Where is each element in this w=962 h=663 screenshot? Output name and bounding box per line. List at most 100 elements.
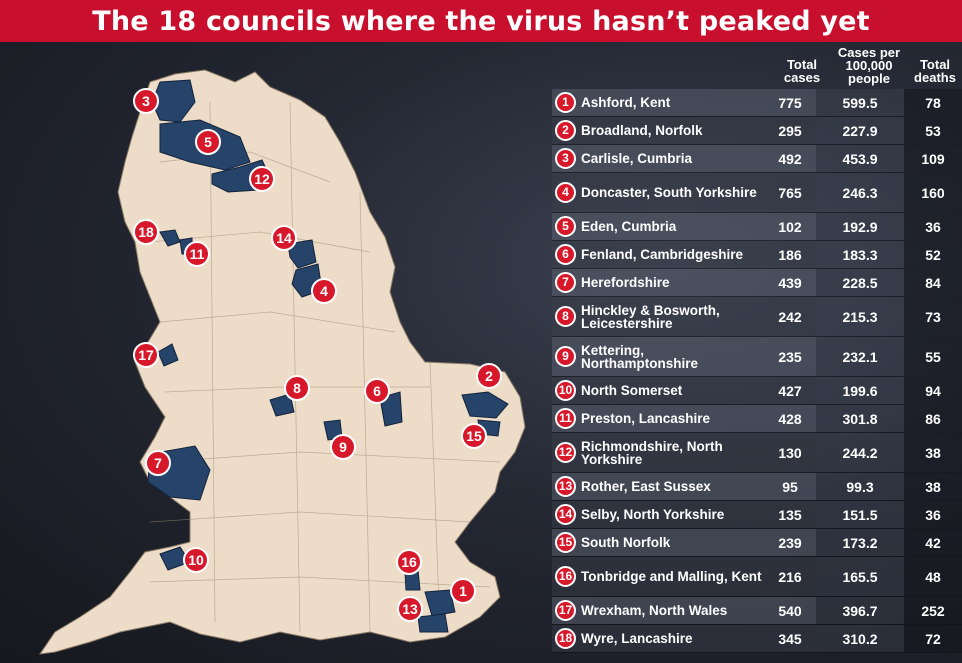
cases-per-100000-cell: 183.3	[816, 241, 904, 268]
council-number-badge: 15	[555, 532, 576, 553]
council-name: Selby, North Yorkshire	[581, 507, 725, 522]
map-badge-label: 17	[138, 347, 154, 363]
council-number-badge: 4	[555, 182, 576, 203]
council-name-cell: 2 Broadland, Norfolk	[552, 117, 764, 144]
header-cases-per-100000: Cases per 100,000 people	[837, 45, 901, 86]
council-number-badge: 12	[555, 442, 576, 463]
map-badge-label: 3	[142, 93, 150, 109]
total-cases-cell: 775	[764, 89, 816, 116]
cases-per-100000-cell: 301.8	[816, 405, 904, 432]
council-name-cell: 10 North Somerset	[552, 377, 764, 404]
council-name: Wyre, Lancashire	[581, 631, 693, 646]
england-landmass	[38, 69, 526, 655]
map-badge-label: 1	[459, 583, 467, 599]
total-deaths-cell: 38	[904, 473, 962, 500]
council-name-cell: 16 Tonbridge and Malling, Kent	[552, 557, 764, 596]
total-cases-cell: 427	[764, 377, 816, 404]
council-name-cell: 8 Hinckley & Bosworth, Leicestershire	[552, 297, 764, 336]
council-name-cell: 4 Doncaster, South Yorkshire	[552, 173, 764, 212]
council-number-badge: 3	[555, 148, 576, 169]
council-number-badge: 14	[555, 504, 576, 525]
cases-per-100000-cell: 244.2	[816, 433, 904, 472]
council-name: Herefordshire	[581, 275, 670, 290]
council-name-cell: 11 Preston, Lancashire	[552, 405, 764, 432]
total-deaths-cell: 36	[904, 501, 962, 528]
cases-per-100000-cell: 232.1	[816, 337, 904, 376]
map-badge-6: 6	[364, 378, 390, 404]
map-badge-label: 9	[339, 439, 347, 455]
map-badge-16: 16	[396, 549, 422, 575]
map-badge-17: 17	[133, 342, 159, 368]
map-badge-label: 7	[154, 455, 162, 471]
council-name: Ashford, Kent	[581, 95, 671, 110]
table-row: 11 Preston, Lancashire 428 301.8 86	[552, 405, 962, 433]
map-badge-10: 10	[183, 547, 209, 573]
map-badge-label: 10	[188, 552, 204, 568]
total-cases-cell: 239	[764, 529, 816, 556]
map-badge-13: 13	[397, 596, 423, 622]
boundary-lines	[149, 101, 501, 633]
map-badge-label: 12	[254, 171, 270, 187]
council-hinckley	[269, 393, 295, 417]
map-badge-11: 11	[184, 241, 210, 267]
council-name: Wrexham, North Wales	[581, 603, 728, 618]
map-badge-label: 2	[485, 368, 493, 384]
council-name: Broadland, Norfolk	[581, 123, 703, 138]
council-name: North Somerset	[581, 383, 683, 398]
total-cases-cell: 345	[764, 625, 816, 652]
map-badge-15: 15	[461, 423, 487, 449]
council-name-cell: 14 Selby, North Yorkshire	[552, 501, 764, 528]
table-row: 14 Selby, North Yorkshire 135 151.5 36	[552, 501, 962, 529]
table-row: 9 Kettering, Northamptonshire 235 232.1 55	[552, 337, 962, 377]
total-deaths-cell: 109	[904, 145, 962, 172]
total-cases-cell: 765	[764, 173, 816, 212]
map-badge-label: 6	[373, 383, 381, 399]
council-ashford	[424, 589, 456, 617]
total-cases-cell: 492	[764, 145, 816, 172]
map-badge-3: 3	[133, 88, 159, 114]
table-row: 7 Herefordshire 439 228.5 84	[552, 269, 962, 297]
map-badge-4: 4	[311, 278, 337, 304]
map-badge-label: 18	[138, 224, 154, 240]
cases-per-100000-cell: 215.3	[816, 297, 904, 336]
total-cases-cell: 130	[764, 433, 816, 472]
total-cases-cell: 235	[764, 337, 816, 376]
table-row: 17 Wrexham, North Wales 540 396.7 252	[552, 597, 962, 625]
council-broadland	[461, 391, 509, 419]
table-row: 18 Wyre, Lancashire 345 310.2 72	[552, 625, 962, 653]
council-wrexham	[157, 343, 179, 367]
map-badge-14: 14	[271, 225, 297, 251]
map-badge-label: 8	[293, 380, 301, 396]
total-deaths-cell: 160	[904, 173, 962, 212]
map-badge-label: 5	[204, 134, 212, 150]
council-name: Tonbridge and Malling, Kent	[581, 569, 762, 584]
total-deaths-cell: 86	[904, 405, 962, 432]
council-number-badge: 7	[555, 272, 576, 293]
cases-per-100000-cell: 599.5	[816, 89, 904, 116]
council-name: Eden, Cumbria	[581, 219, 677, 234]
council-number-badge: 10	[555, 380, 576, 401]
council-name: Preston, Lancashire	[581, 411, 711, 426]
council-name: Richmondshire, North Yorkshire	[581, 438, 723, 467]
total-cases-cell: 102	[764, 213, 816, 240]
total-deaths-cell: 72	[904, 625, 962, 652]
council-number-badge: 1	[555, 92, 576, 113]
total-cases-cell: 216	[764, 557, 816, 596]
map-badge-7: 7	[145, 450, 171, 476]
council-number-badge: 8	[555, 306, 576, 327]
map-badge-label: 16	[401, 554, 417, 570]
total-deaths-cell: 48	[904, 557, 962, 596]
table-row: 12 Richmondshire, North Yorkshire 130 244.2…	[552, 433, 962, 473]
table-row: 2 Broadland, Norfolk 295 227.9 53	[552, 117, 962, 145]
total-deaths-cell: 53	[904, 117, 962, 144]
council-name: Carlisle, Cumbria	[581, 151, 693, 166]
council-selby	[287, 239, 317, 269]
table-row: 16 Tonbridge and Malling, Kent 216 165.5 48	[552, 557, 962, 597]
map-badge-9: 9	[330, 434, 356, 460]
total-deaths-cell: 36	[904, 213, 962, 240]
map-badge-label: 13	[402, 601, 418, 617]
total-deaths-cell: 252	[904, 597, 962, 624]
cases-per-100000-cell: 246.3	[816, 173, 904, 212]
map-badge-8: 8	[284, 375, 310, 401]
cases-per-100000-cell: 199.6	[816, 377, 904, 404]
